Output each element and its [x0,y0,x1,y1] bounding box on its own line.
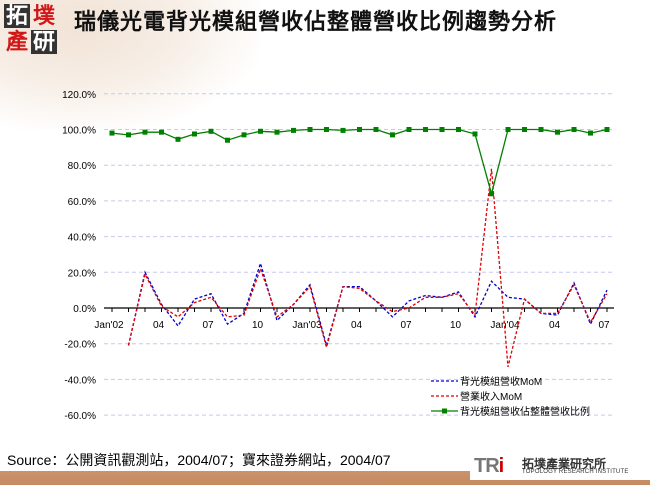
x-tick-label: 07 [598,320,610,331]
y-tick-label: 80.0% [68,161,96,172]
x-tick-label: Jan'04 [490,320,520,331]
x-tick-label: 07 [202,320,214,331]
brand-name-cn: 拓墣產業研究所 [522,457,607,471]
data-point-marker [126,132,131,138]
data-point-marker [588,130,593,136]
data-point-marker [390,132,395,138]
x-tick-label: 04 [153,320,165,331]
data-point-marker [439,127,445,132]
data-point-marker [357,127,362,132]
y-tick-label: 0.0% [73,304,96,315]
y-tick-label: 20.0% [68,268,96,279]
data-point-marker [241,132,247,138]
x-tick-label: 07 [400,320,412,331]
data-point-marker [159,129,164,135]
data-point-marker [225,137,230,143]
y-tick-label: 60.0% [68,197,96,208]
data-point-marker [192,131,197,137]
x-tick-label: 10 [252,320,264,331]
data-point-marker [142,129,148,135]
data-point-marker [291,127,296,133]
company-logo: 拓 墣 產 研 [4,4,60,56]
data-point-marker [472,131,478,137]
data-point-marker [571,127,577,132]
brand-name-en: TOPOLOGY RESEARCH INSTITUTE [522,469,629,475]
data-point-marker [522,127,527,132]
x-tick-label: 04 [351,320,363,331]
legend-label: 背光模組營收佔整體營收比例 [460,405,590,418]
tri-brand-logo: TRi 拓墣產業研究所 TOPOLOGY RESEARCH INSTITUTE [470,454,650,480]
data-point-marker [373,127,379,132]
data-point-marker [324,127,329,132]
series-line [127,261,608,348]
logo-char: 研 [31,29,57,55]
y-tick-label: -60.0% [64,411,96,422]
data-point-marker [604,127,610,132]
data-point-marker [307,127,313,132]
data-point-marker [456,127,461,132]
y-tick-label: 120.0% [62,90,96,101]
logo-char: 拓 [4,3,30,29]
data-point-marker [538,127,544,132]
gridlines [104,93,614,416]
brand-abbr: TRi [474,455,504,477]
x-axis: Jan'02 04 07 10 Jan'03 04 07 10 Jan'04 04 07 [94,307,614,331]
logo-char: 墣 [32,3,55,29]
data-point-marker [109,130,115,136]
y-tick-label: 40.0% [68,233,96,244]
y-tick-label: -20.0% [64,340,96,351]
legend-label: 背光模組營收MoM [460,375,542,388]
y-tick-label: 100.0% [62,126,96,137]
source-note: Source：公開資訊觀測站，2004/07；寶來證券網站，2004/07 [7,452,391,468]
data-point-marker [175,136,181,142]
series-line [127,168,608,368]
line-chart: 120.0% 100.0% 80.0% 60.0% 40.0% 20.0% 0.0% -20.… [62,90,614,422]
data-point-marker [505,127,511,132]
data-point-marker [258,128,263,134]
data-point-marker [406,127,412,132]
legend-label: 營業收入MoM [460,390,522,403]
logo-char: 產 [5,29,28,55]
data-point-marker [208,128,214,134]
x-tick-label: 10 [450,320,462,331]
series-lines [109,127,610,368]
y-axis-labels: 120.0% 100.0% 80.0% 60.0% 40.0% 20.0% 0.0% -20.… [62,90,96,422]
data-point-marker [555,129,560,135]
data-point-marker [274,129,280,135]
series-line [111,128,608,197]
data-point-marker [489,191,494,197]
x-tick-label: Jan'02 [94,320,124,331]
data-point-marker [423,127,428,132]
data-point-marker [340,127,346,133]
x-tick-label: Jan'03 [292,320,322,331]
page-title: 瑞儀光電背光模組營收佔整體營收比例趨勢分析 [74,9,558,35]
y-tick-label: -40.0% [64,375,96,386]
chart-legend: 背光模組營收MoM 營業收入MoM 背光模組營收佔整體營收比例 [431,375,590,418]
x-tick-label: 04 [549,320,561,331]
background-map-decoration [0,0,260,130]
